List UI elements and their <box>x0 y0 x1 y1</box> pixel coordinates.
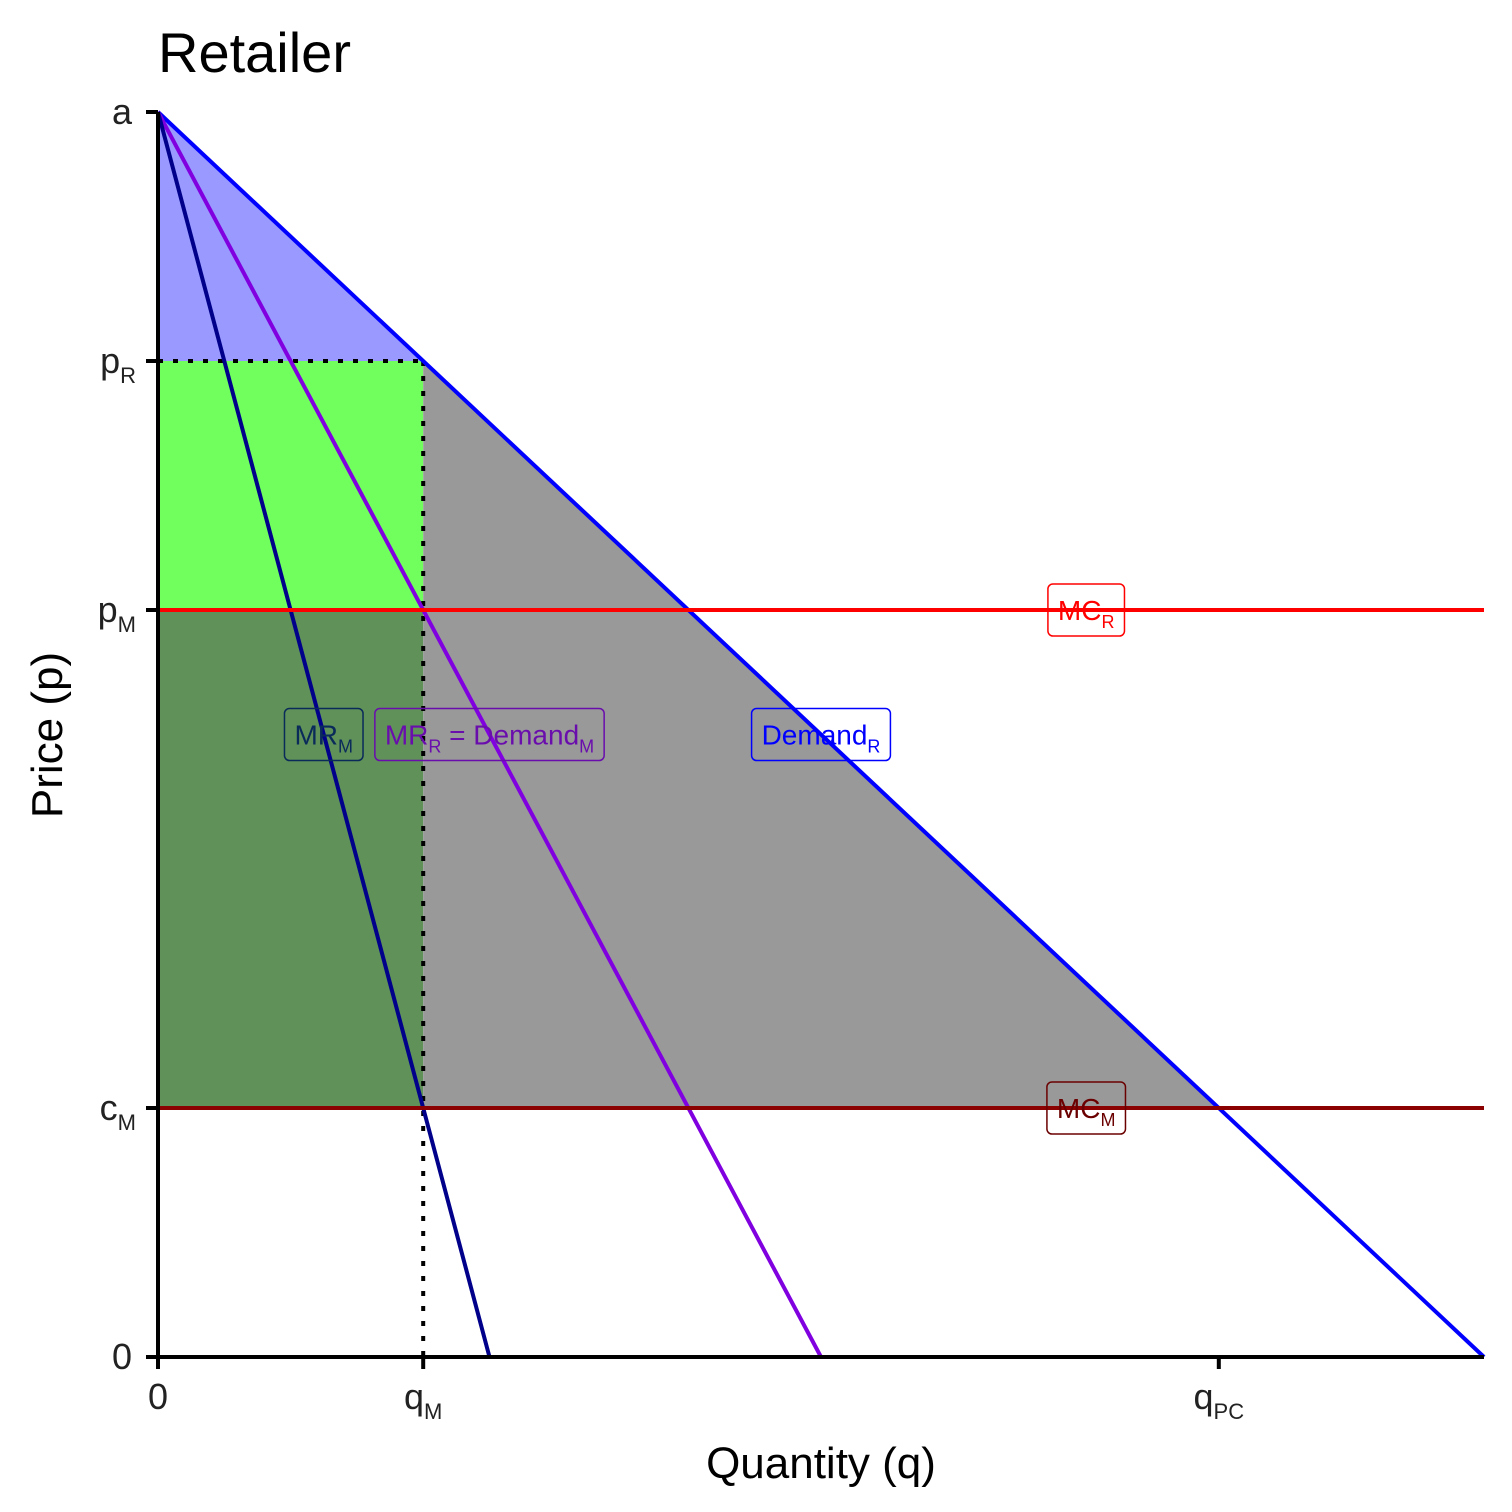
axes <box>156 112 1484 1359</box>
curve-label-box <box>374 707 605 762</box>
curve-label-box <box>1047 583 1126 637</box>
series-line-demand-r <box>156 110 1486 1359</box>
y-tick-label-a: a <box>112 91 133 132</box>
region-retailer-profit <box>158 361 424 610</box>
y-tick-label-pm: pM <box>98 589 136 637</box>
curve-label-text: MRR = DemandM <box>385 720 594 757</box>
x-tick-label-qpc: qPC <box>1194 1376 1245 1424</box>
y-tick-label-cm: cM <box>100 1087 136 1135</box>
curve-labels: MCR MCM DemandR MRR = DemandM MRM <box>283 583 1127 1135</box>
curve-label-4: MRM <box>283 707 364 762</box>
chart-title: Retailer <box>158 21 351 84</box>
curve-label-box <box>1046 1081 1127 1135</box>
ticks: 0 qM qPC 0 cM pM pR a <box>98 91 1245 1424</box>
y-tick-label-pr: pR <box>100 340 136 388</box>
curve-label-3: MRR = DemandM <box>374 707 605 762</box>
curve-label-text: MCR <box>1058 595 1115 632</box>
curve-label-text: MCM <box>1057 1093 1116 1130</box>
y-tick-label-0: 0 <box>112 1336 132 1377</box>
curve-label-2: DemandR <box>750 707 892 762</box>
region-manufacturer-profit <box>158 610 424 1108</box>
curve-label-box <box>283 707 364 762</box>
series-line-mr-m <box>156 111 492 1358</box>
guide-lines <box>158 359 426 1357</box>
curve-label-1: MCM <box>1046 1081 1127 1135</box>
curve-label-0: MCR <box>1047 583 1126 637</box>
curves <box>156 110 1486 1359</box>
series-line-mr-demand-r <box>156 111 823 1358</box>
curve-label-box <box>750 707 892 762</box>
x-axis-label: Quantity (q) <box>706 1439 936 1488</box>
x-tick-label-0: 0 <box>148 1376 168 1417</box>
x-tick-label-qm: qM <box>404 1376 442 1424</box>
curve-label-text: MRM <box>294 720 353 757</box>
curve-label-text: DemandR <box>762 720 881 757</box>
y-axis-label: Price (p) <box>23 652 72 818</box>
